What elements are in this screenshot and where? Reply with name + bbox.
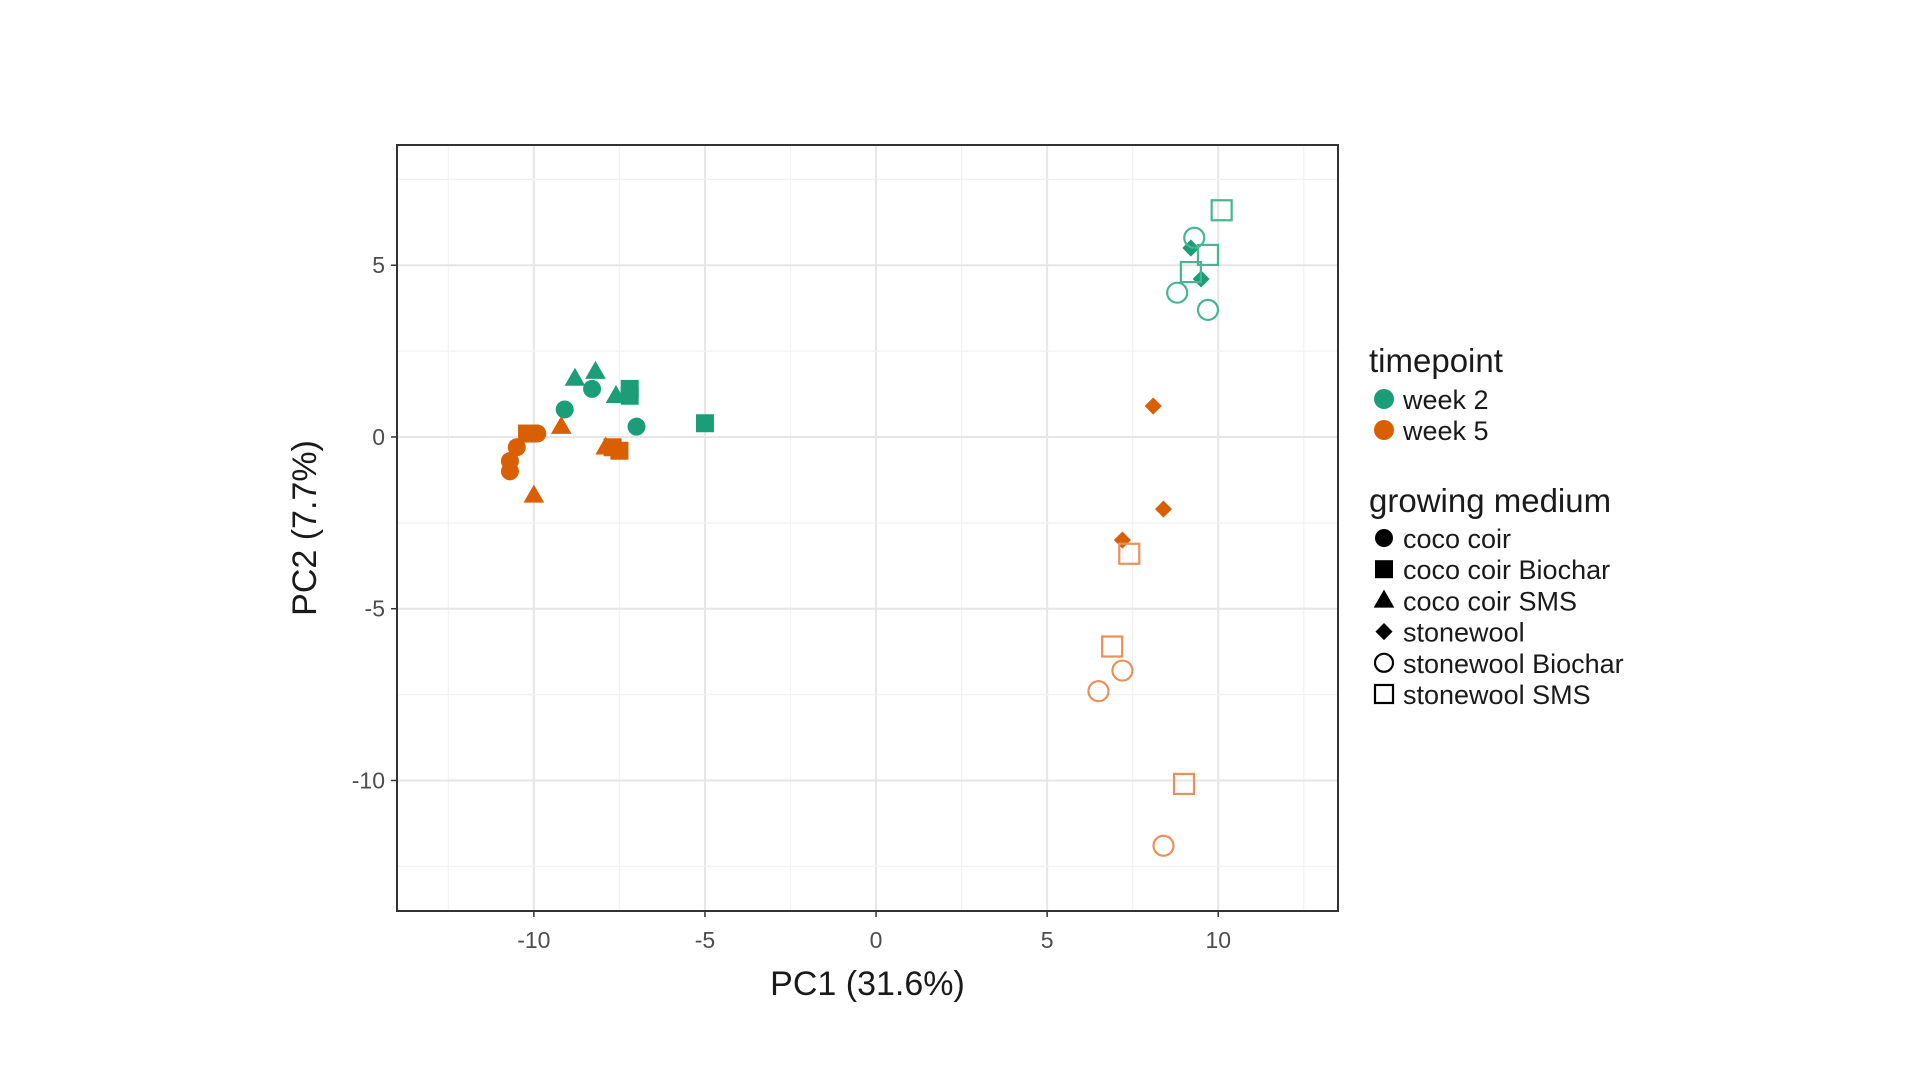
point-week2-coco-coir [627, 417, 646, 436]
point-week5-stonewool [1154, 500, 1173, 518]
legend-label-stonewool: stonewool [1403, 618, 1525, 648]
legend-label-stonewool-sms: stonewool SMS [1403, 680, 1591, 710]
y-tick-label: -5 [365, 596, 385, 622]
point-week5-stonewool [1144, 397, 1162, 415]
legend-title-timepoint: timepoint [1369, 342, 1503, 379]
point-week2-coco-coir-sms [605, 384, 627, 403]
x-tick-label: 10 [1205, 927, 1231, 953]
y-tick-label: 5 [372, 252, 385, 278]
point-week5-coco-coir [500, 462, 519, 481]
grid [397, 145, 1338, 911]
point-week5-stonewool-sms [1101, 635, 1124, 658]
point-week2-coco-coir [583, 379, 602, 398]
x-tick-label: -10 [517, 927, 550, 953]
point-week5-stonewool-biochar [1087, 680, 1110, 703]
legend-label-coco-coir-biochar: coco coir Biochar [1403, 555, 1610, 585]
x-tick-label: -5 [695, 927, 715, 953]
legend-key-coco-coir [1375, 529, 1393, 547]
legend-label-coco-coir-sms: coco coir SMS [1403, 586, 1577, 616]
point-week2-coco-coir-sms [564, 367, 586, 386]
point-week2-coco-coir [555, 400, 574, 419]
point-week5-coco-coir [507, 438, 526, 457]
point-week2-stonewool-sms [1196, 243, 1220, 267]
x-axis-title: PC1 (31.6%) [770, 965, 965, 1003]
legend-label-week-5: week 5 [1402, 416, 1489, 446]
legend-key-week-2 [1374, 389, 1394, 409]
legend-key-stonewool-biochar [1373, 652, 1395, 673]
axis-ticks: -10 -5 0 5 10 5 0 -5 -10 [352, 252, 1231, 953]
legend-key-stonewool-sms [1373, 683, 1395, 705]
point-week5-stonewool-sms [1118, 542, 1141, 565]
y-axis-title: PC2 (7.7%) [286, 440, 324, 616]
point-week5-stonewool-biochar [1111, 659, 1134, 682]
point-week2-stonewool-sms [1210, 199, 1233, 222]
data-points [500, 199, 1233, 857]
point-week2-coco-coir-sms [585, 360, 606, 379]
point-week5-stonewool-biochar [1152, 834, 1175, 857]
point-week2-coco-coir-biochar [620, 386, 639, 405]
point-week5-stonewool-sms [1172, 772, 1196, 796]
point-week2-stonewool-biochar [1183, 226, 1206, 249]
point-week2-coco-coir-biochar [695, 414, 714, 433]
legend-key-week-5 [1374, 420, 1394, 440]
point-week2-stonewool-biochar [1196, 298, 1220, 321]
legend-key-stonewool [1375, 623, 1393, 641]
y-tick-label: -10 [352, 767, 385, 793]
point-week5-coco-coir-sms [523, 484, 545, 503]
point-week5-coco-coir-sms [550, 415, 572, 434]
y-tick-label: 0 [372, 424, 385, 450]
plot-panel-border [396, 144, 1339, 912]
legend-title-growing-medium: growing medium [1369, 482, 1611, 519]
point-week2-stonewool-biochar [1166, 281, 1189, 304]
point-week2-stonewool-sms [1179, 260, 1202, 284]
point-week5-coco-coir-sms [595, 436, 617, 455]
legend-key-coco-coir-biochar [1375, 560, 1393, 579]
legend-label-coco-coir: coco coir [1403, 524, 1511, 554]
x-tick-label: 0 [870, 927, 883, 953]
legend-label-week-2: week 2 [1402, 385, 1489, 415]
legend-label-stonewool-biochar: stonewool Biochar [1403, 649, 1624, 679]
point-week5-stonewool [1113, 531, 1131, 549]
legend-key-coco-coir-sms [1373, 589, 1395, 608]
x-tick-label: 5 [1041, 927, 1054, 953]
point-week5-coco-coir-biochar [518, 424, 537, 443]
